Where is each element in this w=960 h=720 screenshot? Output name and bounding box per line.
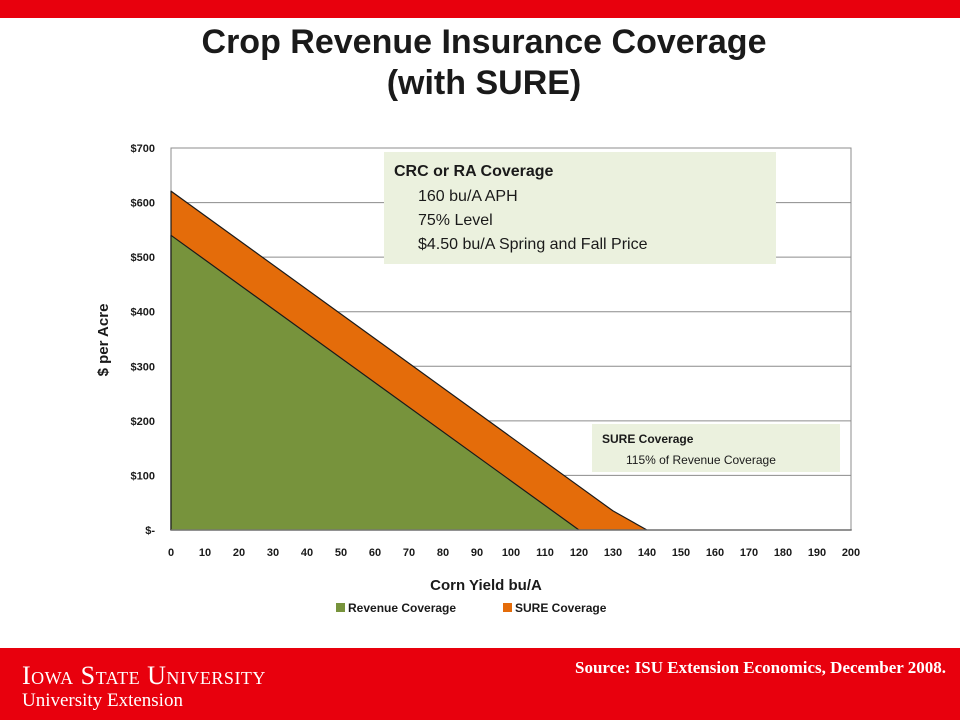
source-note: Source: ISU Extension Economics, Decembe…	[575, 658, 946, 677]
crc-coverage-line: 75% Level	[418, 212, 493, 229]
x-tick-label: 150	[672, 547, 690, 559]
footer-bar: Iowa State University University Extensi…	[0, 648, 960, 720]
x-tick-label: 190	[808, 547, 826, 559]
slide-title-line2: (with SURE)	[386, 64, 582, 102]
slide-title-line1: Crop Revenue Insurance Coverage	[201, 23, 767, 61]
university-logo-text: Iowa State University	[22, 661, 266, 690]
x-tick-label: 30	[267, 547, 279, 559]
x-tick-label: 160	[706, 547, 724, 559]
x-tick-label: 0	[168, 547, 174, 559]
y-tick-label: $500	[131, 252, 155, 264]
crc-coverage-box	[384, 152, 776, 264]
x-tick-label: 60	[369, 547, 381, 559]
legend-label: Revenue Coverage	[348, 601, 456, 615]
axis-layer: $- $100 $200 $300 $400 $500 $600 $700 0 10 20 30 40 5…	[95, 143, 860, 594]
y-tick-label: $400	[131, 307, 155, 319]
x-tick-label: 40	[301, 547, 313, 559]
x-tick-label: 140	[638, 547, 656, 559]
x-tick-label: 10	[199, 547, 211, 559]
sure-coverage-line: 115% of Revenue Coverage	[626, 453, 776, 467]
x-tick-label: 50	[335, 547, 347, 559]
x-tick-label: 70	[403, 547, 415, 559]
sure-coverage-title: SURE Coverage	[602, 432, 694, 446]
x-tick-label: 200	[842, 547, 860, 559]
x-tick-label: 20	[233, 547, 245, 559]
y-tick-label: $600	[131, 198, 155, 210]
annotation-layer: CRC or RA Coverage 160 bu/A APH 75% Level $…	[384, 152, 840, 472]
coverage-chart: $- $100 $200 $300 $400 $500 $600 $700 0 10 20 30 40 5…	[95, 143, 860, 615]
x-tick-label: 80	[437, 547, 449, 559]
y-axis-title: $ per Acre	[95, 304, 112, 377]
top-red-bar	[0, 0, 960, 18]
x-tick-label: 100	[502, 547, 520, 559]
y-tick-label: $100	[131, 470, 155, 482]
crc-coverage-line: $4.50 bu/A Spring and Fall Price	[418, 236, 648, 253]
university-logo-subtext: University Extension	[22, 690, 183, 711]
y-tick-label: $200	[131, 416, 155, 428]
x-tick-label: 120	[570, 547, 588, 559]
x-tick-label: 170	[740, 547, 758, 559]
sure-coverage-box	[592, 424, 840, 472]
y-tick-label: $-	[145, 525, 155, 537]
x-tick-label: 110	[536, 547, 554, 559]
legend-swatch	[336, 603, 345, 612]
x-tick-label: 130	[604, 547, 622, 559]
x-tick-label: 180	[774, 547, 792, 559]
x-tick-label: 90	[471, 547, 483, 559]
crc-coverage-line: 160 bu/A APH	[418, 188, 518, 205]
slide-title: Crop Revenue Insurance Coverage (with SU…	[0, 22, 960, 104]
legend-swatch	[503, 603, 512, 612]
legend: Revenue Coverage SURE Coverage	[336, 601, 607, 615]
y-tick-label: $700	[131, 143, 155, 155]
y-tick-label: $300	[131, 361, 155, 373]
legend-label: SURE Coverage	[515, 601, 607, 615]
crc-coverage-title: CRC or RA Coverage	[394, 163, 554, 180]
x-axis-title: Corn Yield bu/A	[430, 577, 542, 594]
